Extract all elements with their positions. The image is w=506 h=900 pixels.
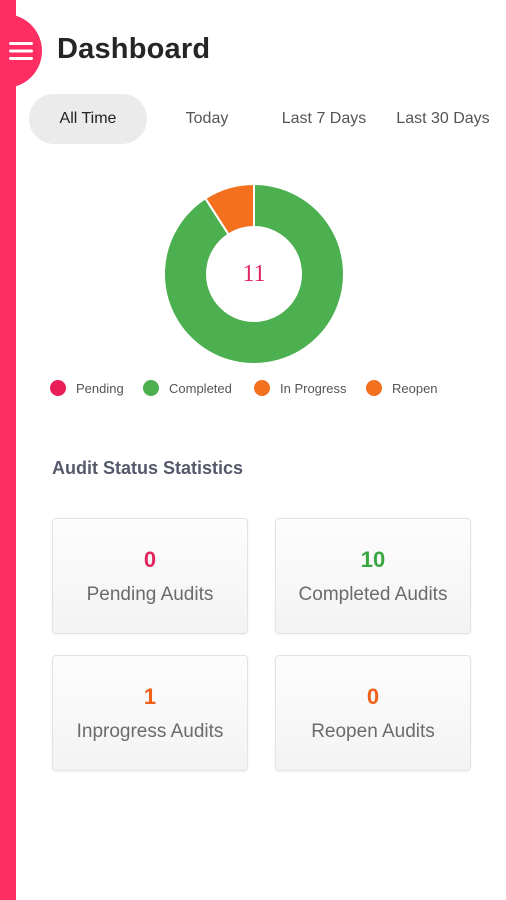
legend-label: Reopen: [392, 380, 438, 396]
legend-item-in-progress: In Progress: [254, 380, 346, 396]
donut-center-total: 11: [242, 260, 266, 287]
page-title: Dashboard: [57, 33, 211, 65]
completed-audits-card[interactable]: 10 Completed Audits: [275, 518, 471, 634]
card-label: Pending Audits: [86, 584, 214, 605]
tab-all-time[interactable]: All Time: [29, 94, 147, 144]
card-value: 0: [143, 547, 157, 572]
card-label: Reopen Audits: [311, 721, 435, 742]
card-label: Completed Audits: [298, 584, 448, 605]
legend-item-reopen: Reopen: [366, 380, 438, 396]
legend-item-pending: Pending: [50, 380, 124, 396]
legend-dot: [254, 380, 270, 396]
legend-label: Completed: [169, 380, 232, 396]
card-label: Inprogress Audits: [76, 721, 224, 742]
card-value: 10: [360, 547, 386, 572]
card-value: 1: [143, 684, 157, 709]
legend-dot: [366, 380, 382, 396]
donut-slice-in-progress: [203, 182, 255, 236]
hamburger-menu-icon: [9, 42, 33, 60]
tab-today[interactable]: Today: [185, 110, 229, 127]
reopen-audits-card[interactable]: 0 Reopen Audits: [275, 655, 471, 771]
sidebar-edge: [0, 0, 16, 900]
legend-dot: [50, 380, 66, 396]
time-filter-tabs: All Time Today Last 7 Days Last 30 Days: [29, 94, 499, 144]
tab-last-30-days[interactable]: Last 30 Days: [396, 110, 490, 127]
inprogress-audits-card[interactable]: 1 Inprogress Audits: [52, 655, 248, 771]
card-value: 0: [366, 684, 380, 709]
menu-button[interactable]: [0, 14, 42, 88]
legend-label: In Progress: [280, 380, 347, 396]
pending-audits-card[interactable]: 0 Pending Audits: [52, 518, 248, 634]
legend-dot: [143, 380, 159, 396]
legend-item-completed: Completed: [143, 380, 232, 396]
donut-slice-completed: [163, 182, 345, 365]
section-title: Audit Status Statistics: [52, 458, 244, 478]
audit-status-donut-chart: 11: [163, 182, 345, 365]
legend-label: Pending: [76, 380, 124, 396]
donut-chart-svg: [163, 182, 345, 365]
tab-last-7-days[interactable]: Last 7 Days: [281, 110, 367, 127]
